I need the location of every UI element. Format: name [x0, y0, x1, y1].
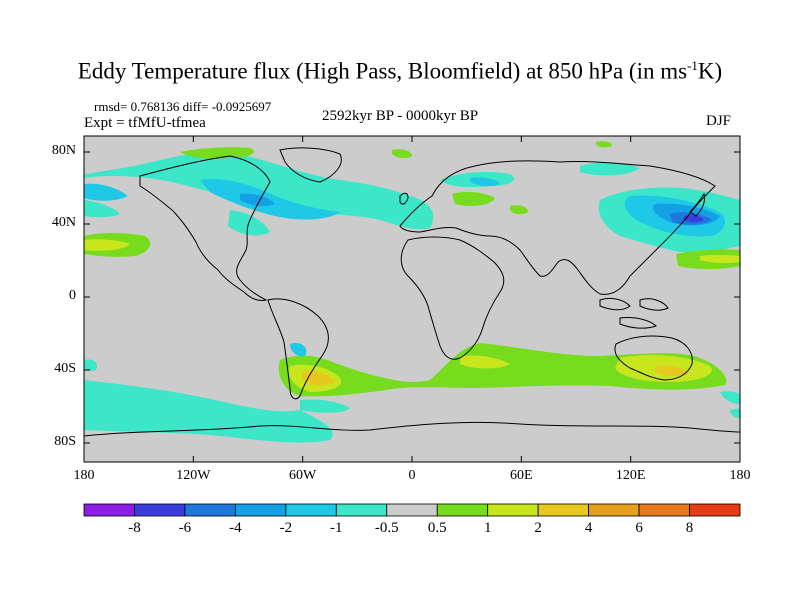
- africa-coastline: [400, 236, 505, 360]
- colorbar-label: 0.5: [427, 520, 447, 536]
- colorbar-swatch: [234, 503, 287, 517]
- lon-tick-label: 60W: [289, 468, 317, 483]
- lon-tick-label: 120E: [615, 468, 646, 483]
- south-america-coastline: [267, 298, 329, 400]
- colorbar-label: 2: [534, 520, 542, 536]
- lon-tick-label: 180: [73, 468, 95, 483]
- lat-tick-label: 40S: [54, 361, 76, 376]
- greenland-coastline: [279, 147, 342, 183]
- title-superscript: -1: [687, 58, 698, 73]
- colorbar-label: -8: [128, 520, 141, 536]
- lat-tick-label: 40N: [51, 215, 76, 230]
- colorbar-swatch: [335, 503, 388, 517]
- colorbar-swatch: [588, 503, 640, 517]
- australia-coastline: [614, 335, 693, 381]
- colorbar: [83, 503, 741, 517]
- lon-tick-label: 60E: [510, 468, 533, 483]
- colorbar-swatch: [134, 503, 186, 517]
- colorbar-label: -0.5: [374, 520, 399, 536]
- lon-tick-label: 120W: [176, 468, 211, 483]
- uk-coastline: [399, 192, 409, 205]
- period-label: 2592kyr BP - 0000kyr BP: [322, 108, 479, 124]
- southern-ocean-negative-band: [84, 342, 740, 443]
- colorbar-swatch: [83, 503, 135, 517]
- antarctica-coastline: [84, 421, 740, 437]
- lat-tick-label: 0: [69, 288, 76, 303]
- stats-label: rmsd= 0.768136 diff= -0.0925697: [94, 99, 272, 114]
- flux-anomaly-field: [84, 141, 740, 443]
- season-label: DJF: [706, 113, 732, 129]
- colorbar-label: 8: [685, 520, 694, 536]
- japan-coastline: [689, 192, 705, 217]
- lat-tick-label: 80N: [51, 143, 76, 158]
- colorbar-swatch: [184, 503, 236, 517]
- colorbar-swatch: [689, 503, 741, 517]
- colorbar-label: -4: [229, 520, 242, 536]
- colorbar-label: -1: [330, 520, 343, 536]
- southern-ocean-positive-band: [278, 343, 727, 397]
- northern-hemisphere-positive-field: [84, 141, 740, 269]
- colorbar-label: -2: [279, 520, 293, 536]
- coastlines: [84, 147, 740, 437]
- northern-hemisphere-negative-field: [84, 151, 740, 253]
- title-text: Eddy Temperature flux (High Pass, Bloomf…: [77, 58, 688, 84]
- maritime-continent-coastline: [599, 297, 669, 329]
- colorbar-swatch: [436, 503, 489, 517]
- lat-tick-label: 80S: [54, 434, 76, 449]
- experiment-label: Expt = tfMfU-tfmea: [84, 115, 206, 131]
- colorbar-swatch: [386, 503, 438, 517]
- colorbar-swatch: [285, 503, 337, 517]
- north-america-coastline: [139, 155, 271, 301]
- colorbar-swatch: [638, 503, 690, 517]
- title-unit-end: K): [697, 58, 723, 84]
- lon-tick-label: 0: [408, 468, 416, 483]
- colorbar-swatch: [487, 503, 539, 517]
- colorbar-label: 4: [584, 520, 593, 536]
- colorbar-swatch: [537, 503, 590, 517]
- map-title: Eddy Temperature flux (High Pass, Bloomf…: [0, 58, 800, 85]
- colorbar-label: -6: [178, 520, 192, 536]
- axis-ticks: [83, 136, 741, 462]
- colorbar-label: 6: [635, 520, 643, 536]
- eurasia-coastline: [399, 160, 716, 295]
- lon-tick-label: 180: [729, 468, 751, 483]
- colorbar-label: 1: [483, 520, 492, 536]
